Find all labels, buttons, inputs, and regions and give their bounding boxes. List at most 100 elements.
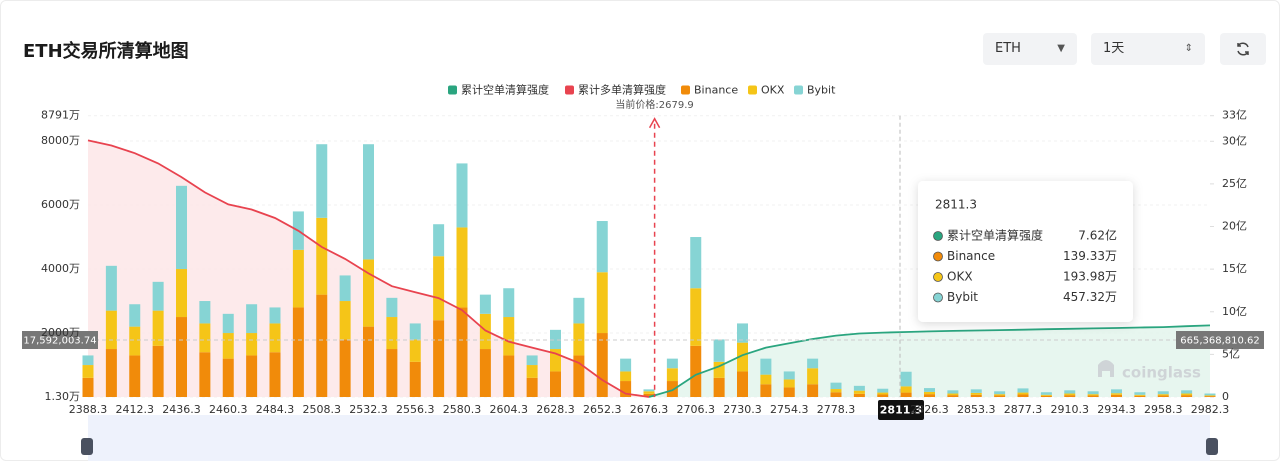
bar [596, 272, 608, 334]
y2-tick-label: 15亿 [1222, 262, 1247, 275]
bar [643, 389, 655, 392]
bar [573, 323, 585, 356]
bar [1134, 394, 1146, 396]
line [648, 324, 1211, 398]
legend-item[interactable]: Binance [681, 84, 738, 97]
bar [526, 377, 538, 397]
bar [737, 323, 748, 343]
legend-item[interactable]: Bybit [794, 84, 836, 97]
y2-tick-label: 0 [1222, 390, 1229, 403]
crosshair-y-label: 17,592,003.74 [23, 336, 96, 347]
bar [105, 310, 117, 350]
x-tick-label: 2436.3 [162, 403, 201, 416]
bar [690, 288, 702, 346]
tooltip-name: Binance [947, 249, 995, 263]
bar [479, 349, 491, 397]
bar [409, 339, 421, 362]
bar [1157, 394, 1169, 396]
bar [573, 355, 585, 397]
bar [924, 391, 935, 395]
bar [620, 371, 632, 382]
bar [900, 392, 912, 397]
crosshair-x-label: 2811.3 [880, 404, 922, 417]
bar [386, 317, 398, 350]
refresh-icon [1237, 41, 1249, 56]
bar [292, 249, 304, 308]
x-tick-label: 2604.3 [490, 403, 529, 416]
x-tick-label: 2706.3 [677, 403, 716, 416]
bar [596, 221, 608, 273]
bar [947, 390, 959, 394]
bar [783, 371, 795, 380]
x-tick-label: 2532.3 [349, 403, 388, 416]
y-tick-label: 8791万 [41, 109, 80, 122]
crosshair-y2-label: 665,368,810.62 [1180, 336, 1260, 347]
current-price-label: 当前价格:2679.9 [615, 98, 693, 111]
legend-swatch [681, 85, 690, 95]
x-tick-label: 2460.3 [209, 403, 248, 416]
bar [877, 388, 889, 393]
bar [1064, 393, 1076, 396]
bar [830, 389, 842, 393]
y2-tick-label: 30亿 [1222, 134, 1247, 147]
bar [105, 349, 117, 397]
zoom-handle-right[interactable] [1206, 438, 1218, 455]
bar [666, 368, 678, 382]
bar [409, 361, 421, 397]
refresh-button[interactable] [1220, 33, 1266, 65]
bar [853, 385, 865, 391]
bar [292, 307, 304, 397]
tooltip: 2811.3 累计空单清算强度 7.62亿 Binance 139.33万 OKX 193.… [918, 181, 1133, 322]
y-tick-label: 8000万 [41, 134, 80, 147]
legend-item[interactable]: OKX [748, 84, 785, 97]
bar [760, 358, 772, 375]
bar [994, 391, 1006, 395]
bar [1111, 389, 1122, 394]
bar [386, 349, 398, 397]
legend-item[interactable]: 累计多单清算强度 [565, 83, 666, 97]
crosshair-y2-box [1176, 331, 1264, 349]
bar [82, 365, 94, 378]
period-select[interactable]: 1天 ⇕ [1091, 33, 1205, 65]
x-tick-label: 2412.3 [116, 403, 155, 416]
tooltip-value: 7.62亿 [1078, 228, 1117, 243]
x-tick-label: 2628.3 [536, 403, 575, 416]
bar [713, 339, 725, 362]
bar [199, 323, 211, 353]
bar [643, 391, 655, 394]
bar [129, 355, 141, 397]
bar [853, 393, 865, 397]
legend-item[interactable]: 累计空单清算强度 [448, 83, 549, 97]
zoom-slider[interactable] [88, 415, 1210, 461]
bar [550, 329, 561, 350]
x-tick-label: 2580.3 [443, 403, 482, 416]
x-tick-label: 2556.3 [396, 403, 435, 416]
y2-tick-label: 33亿 [1222, 109, 1247, 122]
bar [82, 355, 94, 366]
bar [316, 294, 328, 397]
x-tick-label: 2958.3 [1144, 403, 1183, 416]
bar [339, 275, 351, 302]
bar [877, 394, 889, 397]
bar [737, 342, 748, 372]
tooltip-dot [933, 231, 943, 241]
legend-label: Bybit [807, 84, 836, 97]
bar [994, 394, 1006, 396]
current-price-arrow [648, 117, 661, 129]
symbol-select[interactable]: ETH ▼ [983, 33, 1077, 65]
bar [970, 392, 982, 395]
bar [246, 304, 258, 334]
bar [199, 352, 211, 397]
bar [550, 349, 561, 372]
symbol-value: ETH [995, 41, 1021, 56]
x-tick-label: 2934.3 [1097, 403, 1136, 416]
bar [783, 387, 795, 397]
bar [994, 395, 1006, 397]
y2-tick-label: 20亿 [1222, 220, 1247, 233]
zoom-handle-left[interactable] [81, 438, 93, 455]
bar [877, 392, 889, 395]
tooltip-value: 457.32万 [1063, 290, 1117, 304]
bar [924, 394, 935, 397]
legend-swatch [794, 85, 803, 95]
bar [176, 185, 187, 270]
